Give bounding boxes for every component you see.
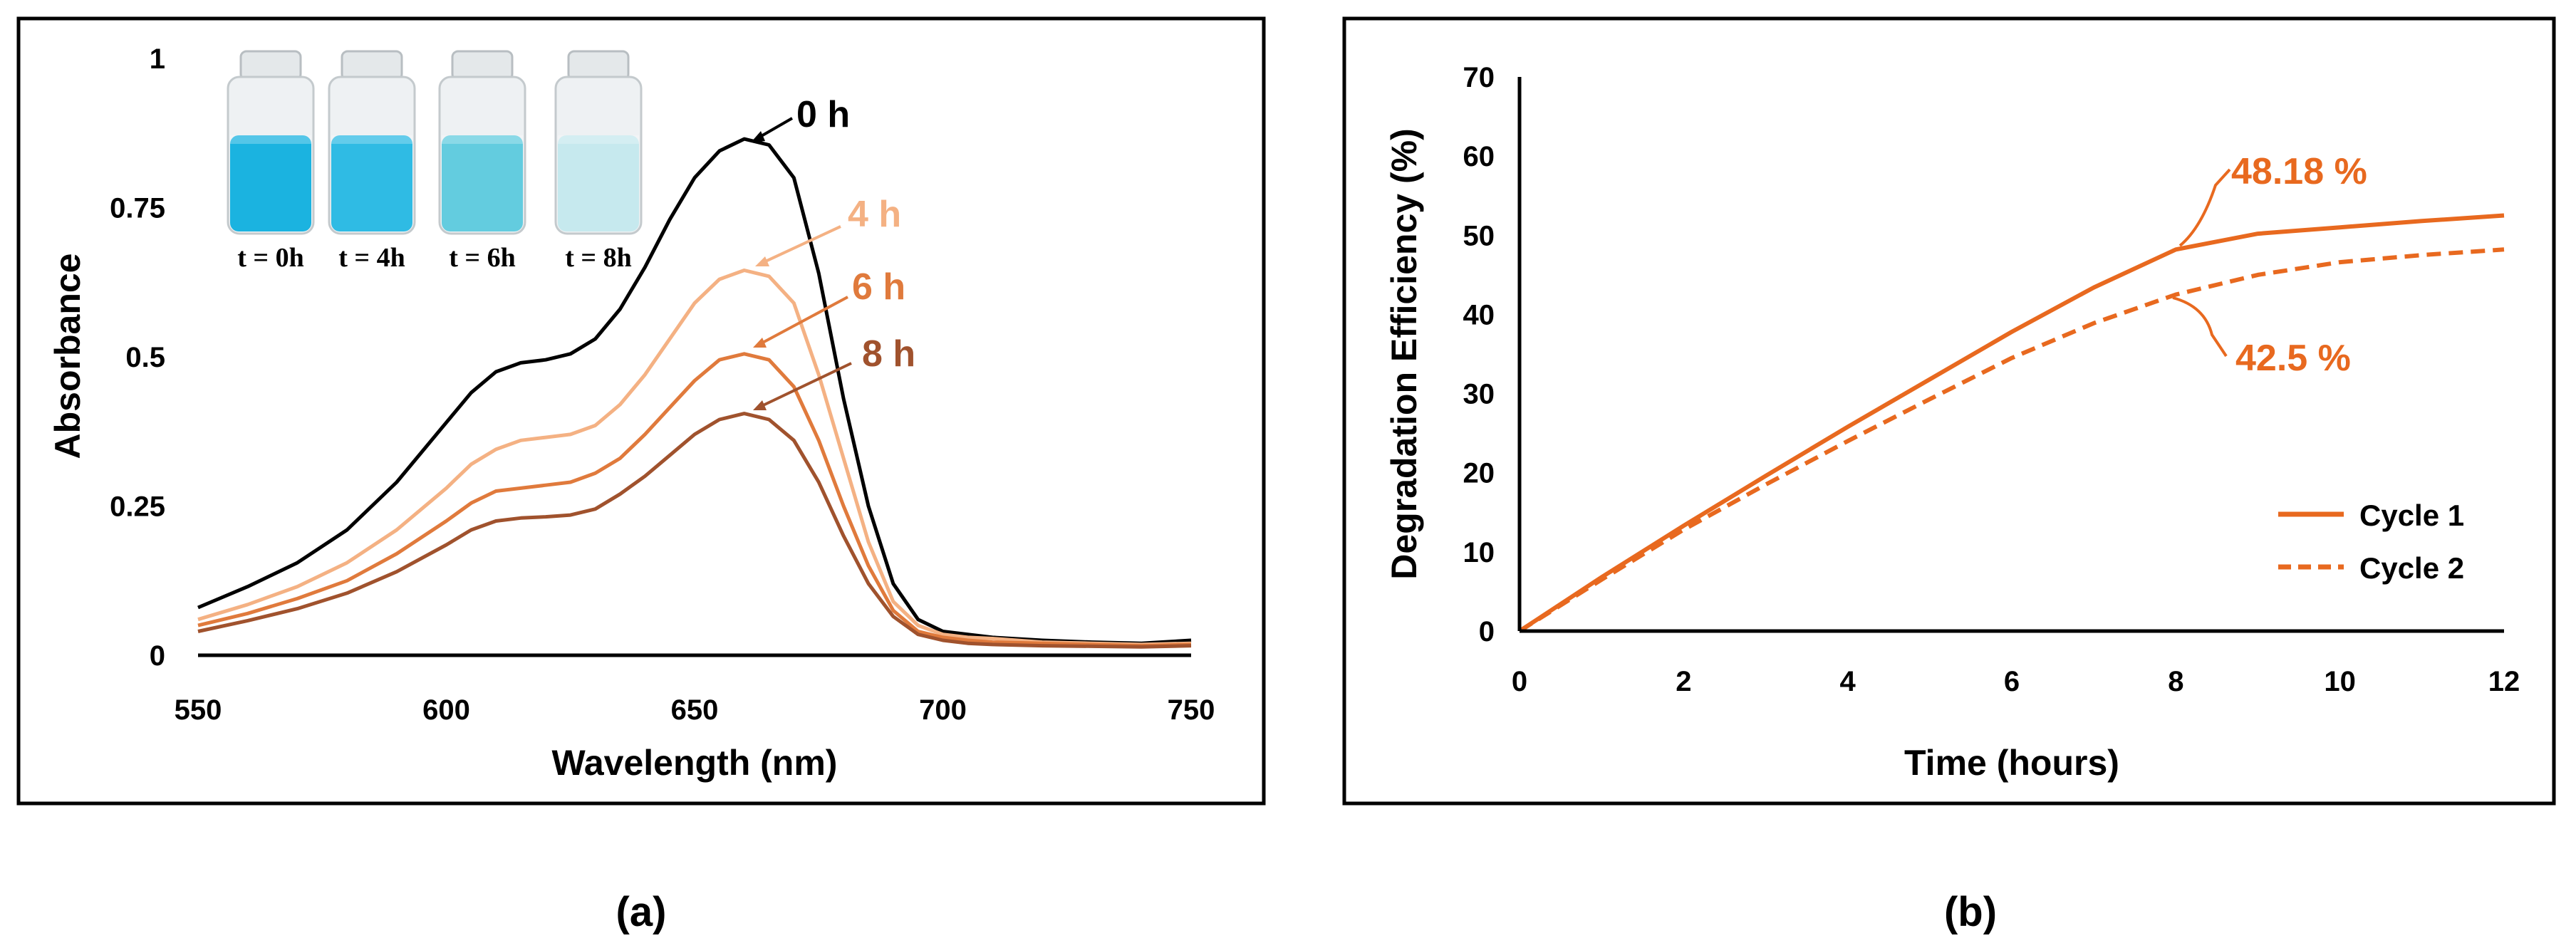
degradation-chart: 0 2 4 6 8 10 12 0 10 20 30 40 50 60 70 Time (hours) D… xyxy=(1384,62,2520,783)
x-tick-8: 8 xyxy=(2168,666,2183,697)
label-8h: 8 h xyxy=(862,333,915,375)
absorbance-series-lines xyxy=(197,137,1192,649)
vials-inset-photo: t = 0h t = 4h t = 6h t = 8h xyxy=(227,50,643,273)
label-0h: 0 h xyxy=(796,94,850,135)
x-axis-title: Wavelength (nm) xyxy=(552,743,838,783)
x-tick-600: 600 xyxy=(422,694,470,726)
series-line-cycle-1 xyxy=(1518,213,2505,633)
legend-label-cycle2: Cycle 2 xyxy=(2359,551,2464,585)
y-tick-40: 40 xyxy=(1463,299,1495,330)
y-tick-0: 0 xyxy=(1479,616,1495,647)
degradation-series-lines xyxy=(1518,213,2505,633)
vial-4: t = 8h xyxy=(554,50,643,273)
x-tick-750: 750 xyxy=(1168,694,1215,726)
annotation-cycle1-value: 48.18 % xyxy=(2231,151,2367,192)
y-tick-30: 30 xyxy=(1463,379,1495,410)
y-tick-0: 0 xyxy=(150,640,165,672)
x-tick-6: 6 xyxy=(2004,666,2020,697)
series-line-8h xyxy=(197,412,1192,649)
series-label-arrows xyxy=(751,117,852,410)
y-tick-1: 1 xyxy=(150,43,165,75)
x-tick-550: 550 xyxy=(175,694,222,726)
y-tick-0.5: 0.5 xyxy=(125,342,165,373)
y-tick-10: 10 xyxy=(1463,537,1495,568)
vial-2: t = 4h xyxy=(328,50,416,273)
panel-b-caption: (b) xyxy=(1944,889,1997,935)
series-line-4h xyxy=(197,269,1192,647)
vial-label: t = 0h xyxy=(237,243,303,273)
vial-1: t = 0h xyxy=(227,50,315,273)
y-tick-20: 20 xyxy=(1463,458,1495,489)
y-axis-title: Degradation Efficiency (%) xyxy=(1384,128,1424,579)
vial-liquid xyxy=(331,135,412,231)
x-axis-title: Time (hours) xyxy=(1904,743,2119,783)
absorbance-chart: 550 600 650 700 750 0 0.25 0.5 0.75 1 Wavelength… xyxy=(48,43,1215,783)
panel-a-caption: (a) xyxy=(616,889,667,935)
x-tick-0: 0 xyxy=(1512,666,1527,697)
annotation-cycle2-value: 42.5 % xyxy=(2235,338,2351,379)
annotation-leader-cycle2 xyxy=(2172,296,2228,358)
vial-liquid xyxy=(442,135,523,231)
x-tick-4: 4 xyxy=(1840,666,1856,697)
series-line-0h xyxy=(197,137,1192,645)
x-tick-650: 650 xyxy=(671,694,719,726)
series-line-6h xyxy=(197,352,1192,648)
y-tick-labels: 0 0.25 0.5 0.75 1 xyxy=(110,43,165,672)
x-tick-12: 12 xyxy=(2488,666,2520,697)
legend: Cycle 1 Cycle 2 xyxy=(2278,499,2464,585)
y-tick-60: 60 xyxy=(1463,141,1495,172)
vial-label: t = 8h xyxy=(565,243,631,273)
series-line-cycle-2 xyxy=(1518,247,2505,633)
annotation-leader-cycle1 xyxy=(2178,168,2231,247)
x-tick-700: 700 xyxy=(919,694,967,726)
y-tick-0.75: 0.75 xyxy=(110,193,165,224)
x-tick-2: 2 xyxy=(1676,666,1691,697)
vial-liquid xyxy=(558,135,639,231)
x-tick-labels: 550 600 650 700 750 xyxy=(175,694,1215,726)
panel-b-frame xyxy=(1342,16,2556,806)
vial-liquid xyxy=(230,135,311,231)
legend-label-cycle1: Cycle 1 xyxy=(2359,499,2464,532)
panel-a-frame xyxy=(16,16,1266,806)
y-tick-70: 70 xyxy=(1463,62,1495,93)
y-tick-0.25: 0.25 xyxy=(110,491,165,523)
vial-label: t = 4h xyxy=(338,243,405,273)
y-axis-title: Absorbance xyxy=(48,254,88,459)
label-4h: 4 h xyxy=(848,194,901,235)
y-tick-labels: 0 10 20 30 40 50 60 70 xyxy=(1463,62,1495,647)
label-6h: 6 h xyxy=(852,266,905,308)
x-tick-10: 10 xyxy=(2324,666,2356,697)
vial-label: t = 6h xyxy=(449,243,515,273)
y-tick-50: 50 xyxy=(1463,220,1495,251)
x-tick-labels: 0 2 4 6 8 10 12 xyxy=(1512,666,2520,697)
vial-3: t = 6h xyxy=(438,50,526,273)
